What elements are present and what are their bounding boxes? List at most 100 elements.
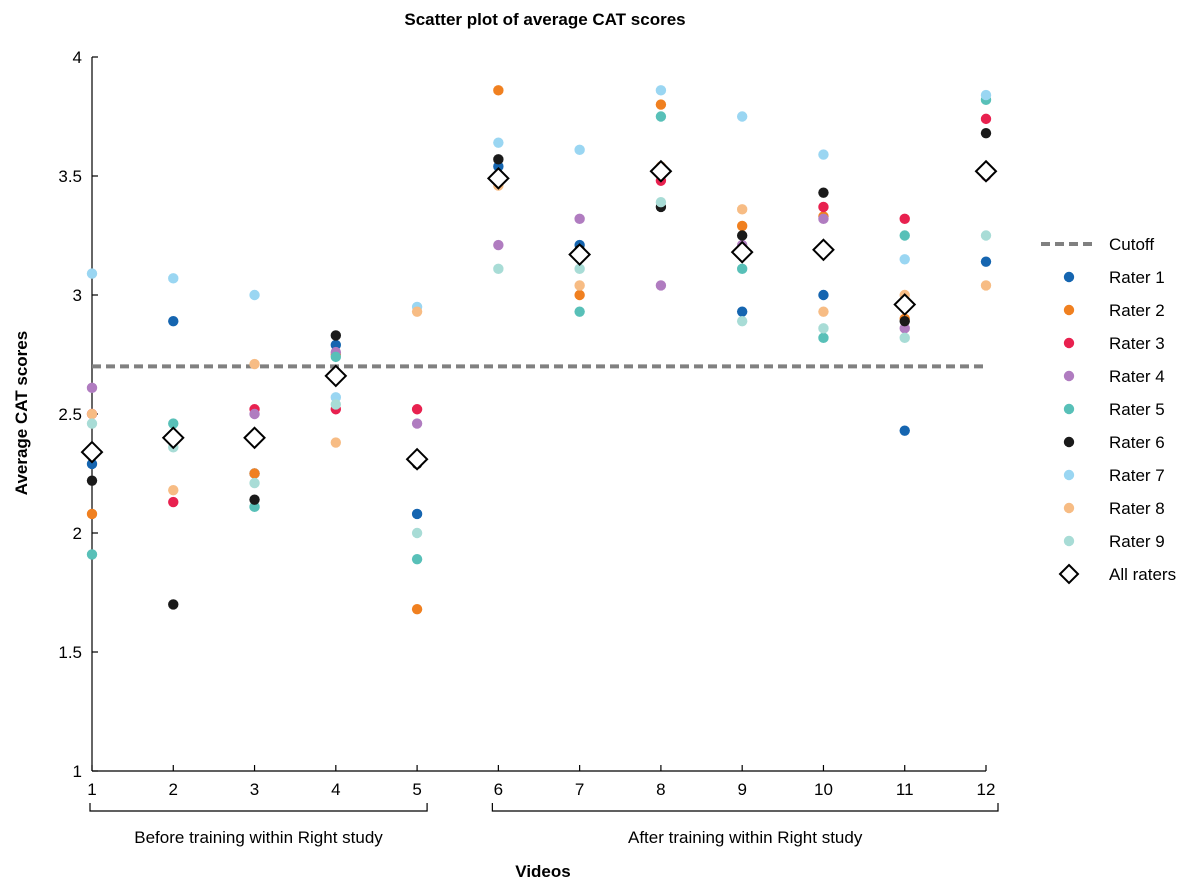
y-tick-label: 2.5 [58,405,82,424]
data-point [980,89,992,101]
data-point [655,280,667,291]
data-point [655,196,667,208]
legend-item-cutoff: Cutoff [1041,235,1154,254]
legend-swatch [1063,502,1075,514]
data-point [574,289,585,301]
chart-title: Scatter plot of average CAT scores [404,10,685,29]
legend-swatch [1063,436,1075,448]
data-point [980,127,992,139]
data-point [168,315,179,327]
group-bracket-line [491,803,999,812]
x-tick-label: 12 [977,780,996,799]
data-point-diamond [730,240,754,264]
data-point [818,306,829,317]
data-point [899,213,910,225]
x-tick-label: 9 [737,780,746,799]
legend-item: Rater 6 [1063,433,1165,452]
data-point [818,187,829,198]
data-point [574,263,585,275]
legend-label: Rater 5 [1109,400,1165,419]
data-point [493,137,504,148]
data-points [80,85,998,615]
data-point [86,475,98,486]
x-tick-label: 6 [494,780,503,799]
data-point [86,458,98,470]
data-point [899,254,910,265]
series-rater-1 [86,161,992,520]
data-point [736,230,748,241]
data-point [899,323,910,334]
y-axis-label: Average CAT scores [12,331,31,495]
data-point-diamond [161,426,185,450]
legend-swatch [1063,370,1075,382]
data-point-diamond [568,243,592,266]
legend-label: Rater 7 [1109,466,1165,485]
group-bracket: After training within Right study [491,803,999,847]
data-point [86,508,98,520]
legend-swatch [1063,403,1075,415]
data-point [249,494,260,505]
data-point [980,280,992,291]
data-point [736,111,748,122]
data-point [655,85,667,96]
data-point [574,213,585,225]
data-point [168,599,179,610]
legend-item: Rater 9 [1063,532,1165,551]
x-tick-label: 1 [87,780,96,799]
y-tick-label: 1.5 [58,643,82,662]
data-point [980,113,992,125]
data-point [86,418,98,429]
data-point [249,289,260,301]
video-groups: Before training within Right study After … [89,803,999,847]
data-point [980,230,992,241]
data-point-diamond [649,159,673,183]
data-point-diamond [486,166,510,190]
legend: Cutoff Rater 1 Rater 2 Rater 3 Rater 4 Rater … [1041,235,1176,585]
data-point [818,213,829,225]
data-point [86,549,98,560]
data-point [899,315,910,327]
data-point [736,204,748,215]
data-point [249,501,260,513]
legend-label: Rater 4 [1109,367,1165,386]
series-rater-7 [86,85,992,403]
data-point [330,392,342,403]
x-tick-label: 2 [169,780,178,799]
data-point [899,332,910,344]
x-tick-label: 7 [575,780,584,799]
series-rater-6 [86,127,992,610]
series-rater-8 [86,161,992,496]
legend-label: Rater 1 [1109,268,1165,287]
legend-swatch [1063,271,1075,283]
data-point [736,306,748,317]
legend-item: Rater 5 [1063,400,1165,419]
data-point-diamond [243,426,266,450]
data-point [86,408,98,420]
data-point [168,496,179,508]
data-point [493,85,504,96]
data-point [249,468,260,479]
x-tick-label: 4 [331,780,340,799]
data-point [86,268,98,279]
series-rater-2 [86,85,992,615]
data-point-diamond [974,159,998,183]
data-point-diamond [405,447,429,471]
data-point-diamond [893,293,917,316]
data-point [330,399,342,410]
data-point [330,437,342,448]
data-point [330,351,342,363]
legend-item: Rater 7 [1063,466,1165,485]
data-point [411,418,423,429]
y-tick-label: 3.5 [58,167,82,186]
y-tick-label: 2 [73,524,82,543]
data-point [818,149,829,160]
data-point [411,527,423,539]
legend-swatch [1058,563,1080,585]
x-tick-label: 11 [896,780,914,799]
series-rater-4 [86,170,992,443]
data-point [736,315,748,327]
x-tick-label: 8 [656,780,665,799]
data-point [168,418,179,429]
series-rater-3 [86,113,992,508]
